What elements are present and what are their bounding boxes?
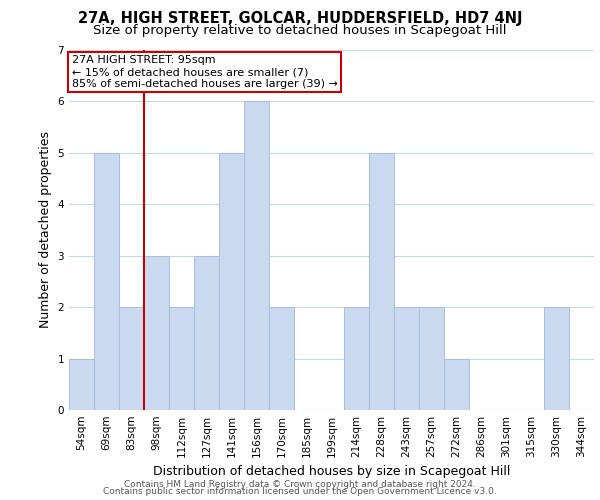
Bar [419,307,444,410]
Bar [269,307,294,410]
Text: Size of property relative to detached houses in Scapegoat Hill: Size of property relative to detached ho… [93,24,507,37]
Bar [544,307,569,410]
X-axis label: Distribution of detached houses by size in Scapegoat Hill: Distribution of detached houses by size … [153,466,510,478]
Bar [144,256,169,410]
Bar [344,307,369,410]
Bar [444,358,469,410]
Bar [219,153,244,410]
Bar [244,102,269,410]
Text: 27A, HIGH STREET, GOLCAR, HUDDERSFIELD, HD7 4NJ: 27A, HIGH STREET, GOLCAR, HUDDERSFIELD, … [78,11,522,26]
Text: 27A HIGH STREET: 95sqm
← 15% of detached houses are smaller (7)
85% of semi-deta: 27A HIGH STREET: 95sqm ← 15% of detached… [71,56,337,88]
Bar [69,358,94,410]
Bar [119,307,144,410]
Bar [369,153,394,410]
Y-axis label: Number of detached properties: Number of detached properties [39,132,52,328]
Bar [394,307,419,410]
Text: Contains HM Land Registry data © Crown copyright and database right 2024.: Contains HM Land Registry data © Crown c… [124,480,476,489]
Bar [169,307,194,410]
Bar [194,256,219,410]
Text: Contains public sector information licensed under the Open Government Licence v3: Contains public sector information licen… [103,487,497,496]
Bar [94,153,119,410]
